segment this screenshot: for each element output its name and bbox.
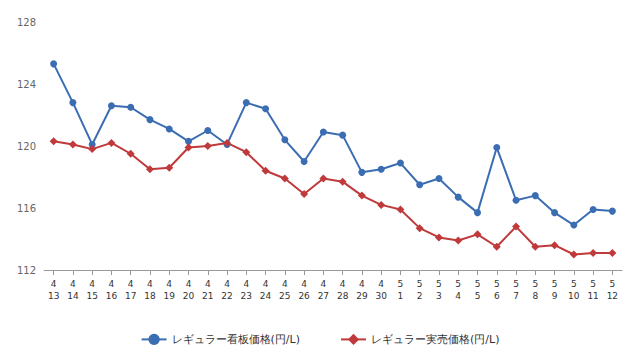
svg-text:4: 4 xyxy=(301,279,307,289)
svg-text:11: 11 xyxy=(587,291,598,301)
svg-text:4: 4 xyxy=(263,279,269,289)
svg-text:5: 5 xyxy=(494,279,500,289)
svg-text:レギュラー実売価格(円/L): レギュラー実売価格(円/L) xyxy=(371,333,499,346)
svg-text:4: 4 xyxy=(70,279,76,289)
svg-text:26: 26 xyxy=(298,291,310,301)
svg-text:24: 24 xyxy=(260,291,272,301)
svg-text:9: 9 xyxy=(552,291,558,301)
svg-text:13: 13 xyxy=(48,291,59,301)
svg-text:6: 6 xyxy=(494,291,500,301)
svg-text:5: 5 xyxy=(417,279,423,289)
svg-text:5: 5 xyxy=(475,291,481,301)
svg-text:128: 128 xyxy=(17,17,36,28)
svg-text:1: 1 xyxy=(398,291,404,301)
svg-text:8: 8 xyxy=(532,291,538,301)
svg-text:4: 4 xyxy=(109,279,115,289)
svg-text:4: 4 xyxy=(243,279,249,289)
svg-text:4: 4 xyxy=(166,279,172,289)
svg-text:120: 120 xyxy=(17,141,36,152)
svg-text:23: 23 xyxy=(241,291,252,301)
svg-text:2: 2 xyxy=(417,291,423,301)
svg-text:4: 4 xyxy=(205,279,211,289)
svg-text:124: 124 xyxy=(17,79,36,90)
svg-text:27: 27 xyxy=(318,291,329,301)
svg-text:14: 14 xyxy=(67,291,79,301)
svg-text:4: 4 xyxy=(186,279,192,289)
svg-text:5: 5 xyxy=(513,279,519,289)
svg-text:18: 18 xyxy=(144,291,156,301)
svg-text:10: 10 xyxy=(568,291,580,301)
svg-text:5: 5 xyxy=(398,279,404,289)
svg-text:4: 4 xyxy=(224,279,230,289)
svg-text:16: 16 xyxy=(106,291,118,301)
svg-text:29: 29 xyxy=(356,291,368,301)
svg-text:17: 17 xyxy=(125,291,136,301)
svg-text:12: 12 xyxy=(607,291,618,301)
svg-text:7: 7 xyxy=(513,291,519,301)
svg-text:4: 4 xyxy=(128,279,134,289)
svg-text:4: 4 xyxy=(359,279,365,289)
svg-text:5: 5 xyxy=(475,279,481,289)
svg-text:5: 5 xyxy=(552,279,558,289)
svg-text:5: 5 xyxy=(571,279,577,289)
svg-text:5: 5 xyxy=(455,279,461,289)
svg-text:25: 25 xyxy=(279,291,290,301)
svg-text:4: 4 xyxy=(147,279,153,289)
svg-text:4: 4 xyxy=(455,291,461,301)
svg-text:28: 28 xyxy=(337,291,349,301)
svg-text:20: 20 xyxy=(183,291,195,301)
svg-text:4: 4 xyxy=(89,279,95,289)
svg-text:19: 19 xyxy=(164,291,176,301)
svg-text:3: 3 xyxy=(436,291,442,301)
svg-text:5: 5 xyxy=(590,279,596,289)
svg-text:112: 112 xyxy=(17,265,36,276)
svg-text:5: 5 xyxy=(609,279,615,289)
svg-text:4: 4 xyxy=(378,279,384,289)
svg-text:4: 4 xyxy=(51,279,57,289)
svg-text:5: 5 xyxy=(436,279,442,289)
svg-text:15: 15 xyxy=(86,291,97,301)
svg-text:22: 22 xyxy=(221,291,232,301)
svg-text:4: 4 xyxy=(282,279,288,289)
svg-text:116: 116 xyxy=(17,203,36,214)
svg-text:30: 30 xyxy=(375,291,387,301)
svg-text:21: 21 xyxy=(202,291,213,301)
svg-text:5: 5 xyxy=(532,279,538,289)
svg-text:4: 4 xyxy=(340,279,346,289)
svg-text:4: 4 xyxy=(320,279,326,289)
svg-text:レギュラー看板価格(円/L): レギュラー看板価格(円/L) xyxy=(172,333,300,346)
